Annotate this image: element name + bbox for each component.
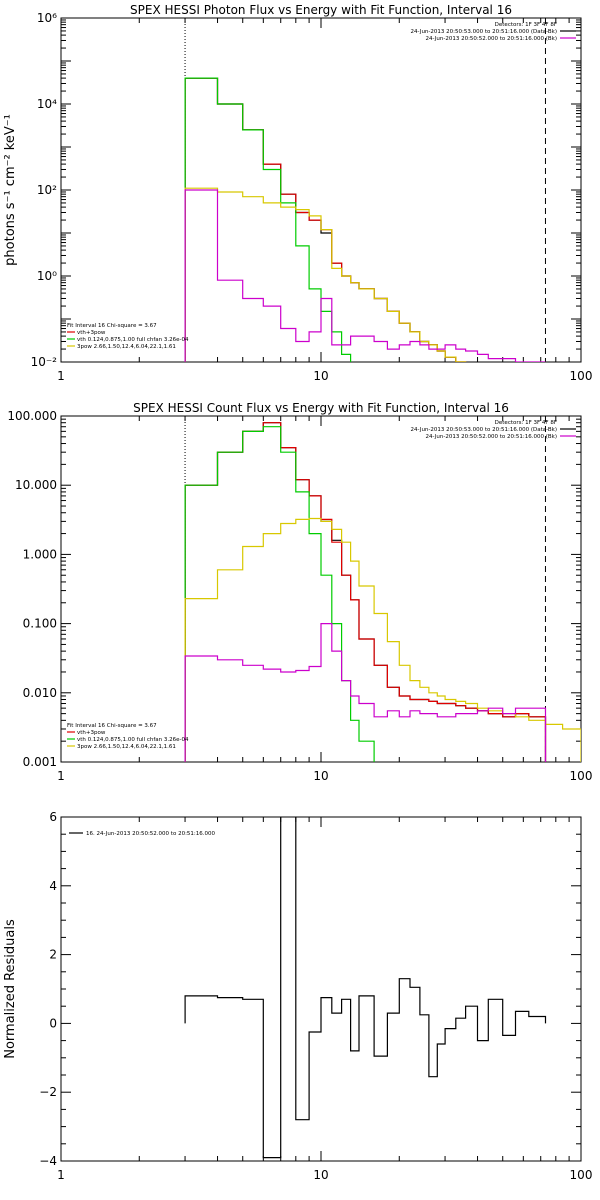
legend-bl-text: 3pow 2.66,1.50,12.4,6.04,22.1,1.61 (77, 744, 176, 750)
y-axis-label: Normalized Residuals (3, 919, 18, 1059)
residuals-panel: Normalized Residuals 1 10 100 −4 −2 0 2 4 6 16. 24… (3, 810, 593, 1182)
x-tick-label: 10 (313, 369, 328, 383)
chart-title: SPEX HESSI Photon Flux vs Energy with Fi… (130, 3, 512, 17)
x-tick-label: 1 (57, 369, 65, 383)
legend-tr-text: 24-Jun-2013 20:50:53.000 to 20:51:16.000… (411, 427, 557, 433)
x-tick-label: 100 (570, 769, 593, 783)
legend-bl-text: 3pow 2.66,1.50,12.4,6.04,22.1,1.61 (77, 344, 176, 350)
legend-tr-text: 24-Jun-2013 20:50:52.000 to 20:51:16.000… (425, 36, 557, 42)
legend-tl-text: 16. 24-Jun-2013 20:50:52.000 to 20:51:16… (86, 831, 216, 837)
y-tick-label: 10⁶ (37, 11, 57, 25)
series-pow (184, 187, 581, 362)
x-tick-label: 100 (570, 1168, 593, 1182)
y-tick-label: 4 (49, 879, 57, 893)
y-tick-label: 0.010 (23, 686, 57, 700)
legend-bl-text: vth+3pow (77, 330, 106, 336)
y-tick-label: 10⁰ (37, 269, 57, 283)
y-tick-label: 0 (49, 1016, 57, 1030)
legend-bl-text: vth+3pow (77, 730, 106, 736)
y-tick-label: −4 (39, 1154, 57, 1168)
y-tick-label: 0.100 (23, 617, 57, 631)
y-tick-label: 100.000 (7, 409, 57, 423)
y-tick-label: −2 (39, 1085, 57, 1099)
y-tick-label: 1.000 (23, 547, 57, 561)
y-tick-label: 2 (49, 948, 57, 962)
y-axis-label: photons s⁻¹ cm⁻² keV⁻¹ (3, 114, 18, 266)
y-tick-label: 10⁻² (31, 355, 58, 369)
photon-flux-panel: SPEX HESSI Photon Flux vs Energy with Fi… (3, 3, 592, 383)
series-fit_total (184, 77, 547, 362)
chart-title: SPEX HESSI Count Flux vs Energy with Fit… (133, 401, 509, 415)
legend-bl-text: Fit Interval 16 Chi-square = 3.67 (67, 723, 157, 729)
count-flux-panel: SPEX HESSI Count Flux vs Energy with Fit… (7, 401, 592, 783)
y-tick-label: 10.000 (15, 478, 57, 492)
x-tick-label: 1 (57, 769, 65, 783)
legend-bl-text: Fit Interval 16 Chi-square = 3.67 (67, 323, 157, 329)
legend-tr-text: Detectors: 1F 3F 4F 8F (495, 420, 557, 426)
x-tick-label: 100 (570, 369, 593, 383)
legend-bl-text: vth 0.124,0.875,1.00 full chfan 3.26e-04 (77, 737, 189, 743)
y-tick-label: 10⁴ (37, 97, 57, 111)
legend-tr-text: Detectors: 1F 3F 4F 8F (495, 22, 557, 28)
series-vth (184, 77, 360, 362)
y-tick-label: 6 (49, 810, 57, 824)
series-bk (184, 189, 546, 362)
x-tick-label: 10 (313, 769, 328, 783)
y-tick-label: 0.001 (23, 755, 57, 769)
legend-tr-text: 24-Jun-2013 20:50:52.000 to 20:51:16.000… (425, 434, 557, 440)
x-tick-label: 10 (313, 1168, 328, 1182)
x-tick-label: 1 (57, 1168, 65, 1182)
series-bk (184, 623, 547, 762)
legend-bl-text: vth 0.124,0.875,1.00 full chfan 3.26e-04 (77, 337, 189, 343)
plot-frame (60, 816, 582, 1162)
y-tick-label: 10² (37, 183, 57, 197)
series-total (184, 77, 547, 362)
series-pow (184, 517, 581, 762)
series-total (184, 817, 547, 1159)
legend-tr-text: 24-Jun-2013 20:50:53.000 to 20:51:16.000… (411, 29, 557, 35)
series-vth (184, 426, 375, 762)
